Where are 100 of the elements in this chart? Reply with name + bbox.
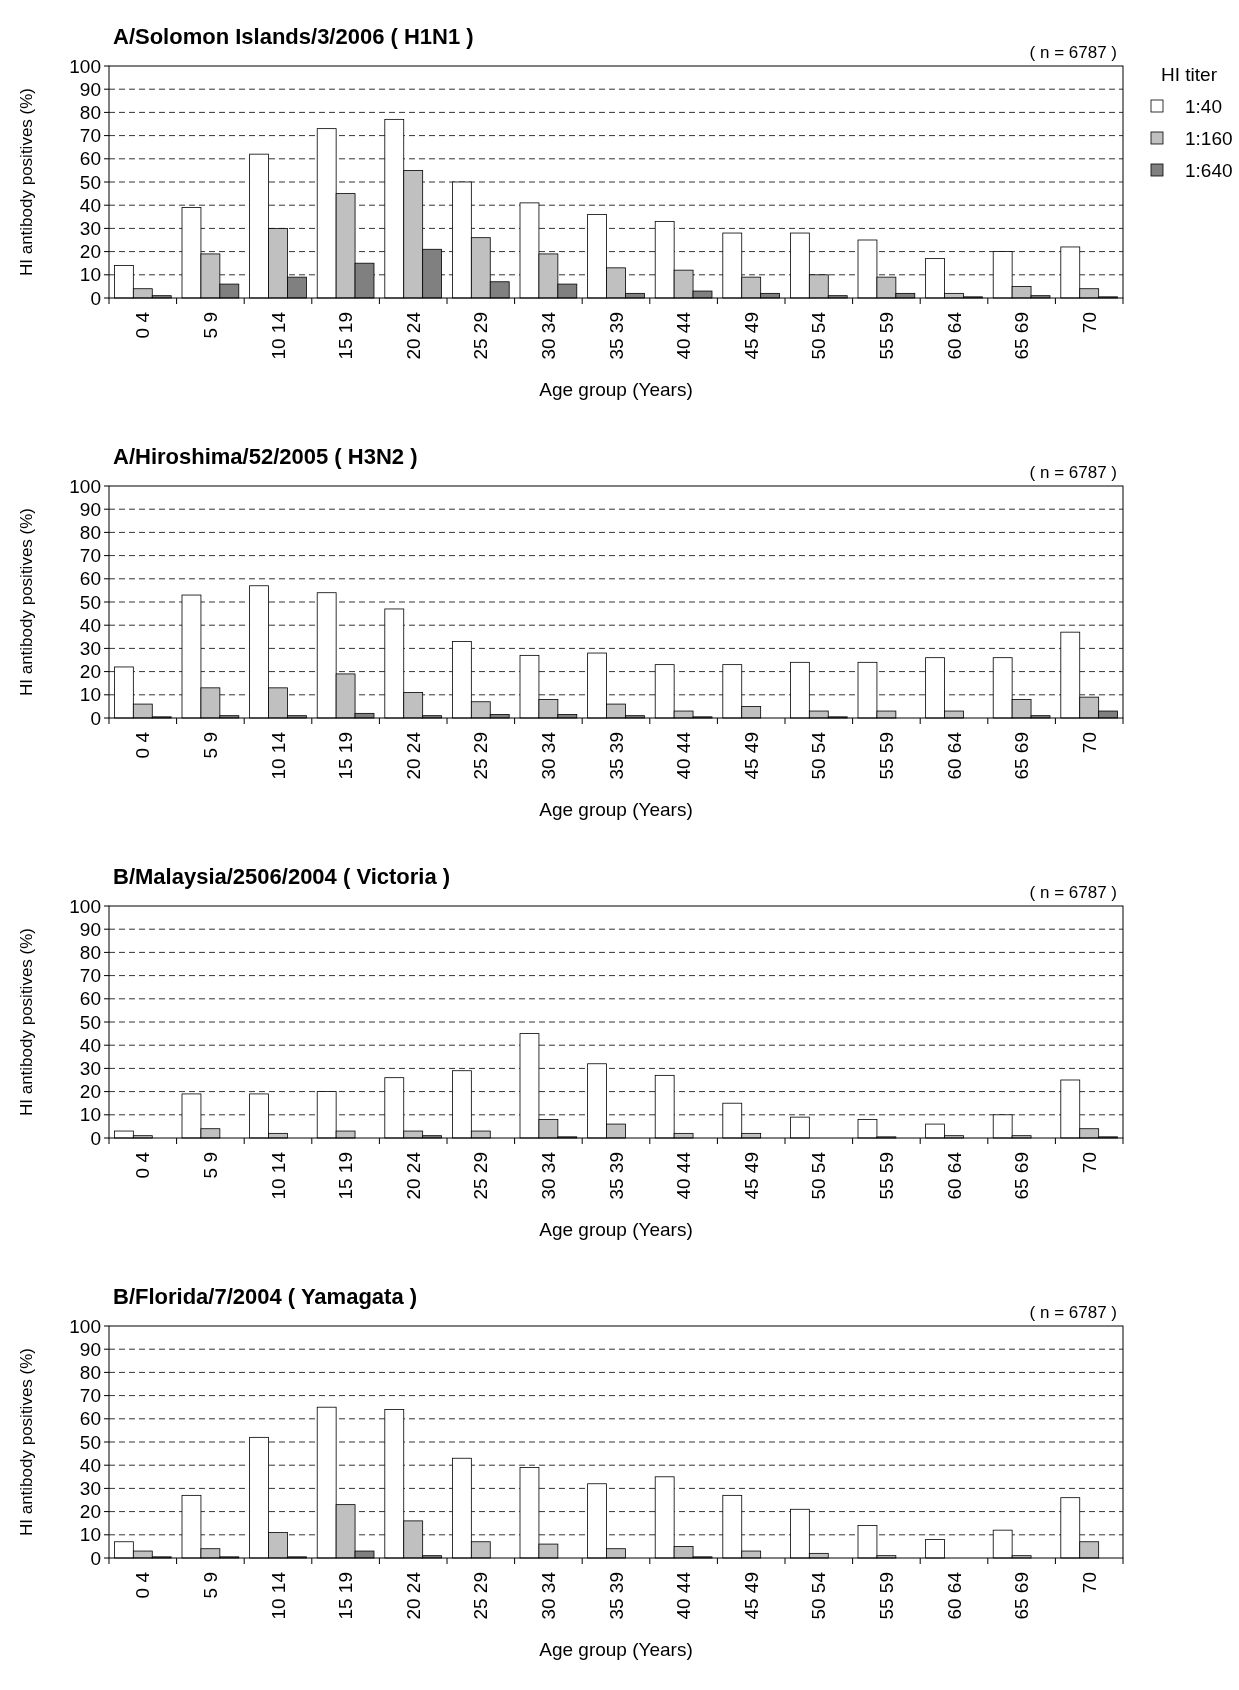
- x-tick-label: 35 39: [605, 1572, 627, 1620]
- y-axis-title: HI antibody positives (%): [17, 927, 36, 1117]
- x-axis-title: Age group (Years): [539, 1639, 693, 1660]
- x-tick-label: 65 69: [1011, 732, 1033, 780]
- x-tick-label: 30 34: [538, 1151, 560, 1200]
- x-tick-label: 30 34: [538, 311, 560, 360]
- y-axis-title: HI antibody positives (%): [17, 1347, 36, 1537]
- x-tick-label: 5 9: [200, 1572, 222, 1599]
- y-tick-label: 10: [79, 1524, 101, 1546]
- x-tick-label: 35 39: [605, 312, 627, 360]
- x-tick-label: 10 14: [267, 311, 289, 360]
- x-tick-label: 25 29: [470, 312, 492, 360]
- y-tick-label: 100: [69, 1315, 101, 1337]
- x-tick-label: 0 4: [132, 1151, 154, 1179]
- chart-title: A/Hiroshima/52/2005 ( H3N2 ): [113, 444, 418, 469]
- x-tick-label: 40 44: [673, 1571, 695, 1620]
- text: ( n = 6787 ): [1029, 883, 1117, 902]
- x-tick-label: 15 19: [335, 1152, 357, 1200]
- y-tick-label: 10: [79, 1104, 101, 1126]
- x-tick-label: 45 49: [740, 732, 762, 780]
- text: ( n = 6787 ): [1029, 43, 1117, 62]
- x-tick-label: 20 24: [402, 731, 424, 780]
- x-tick-label: 45 49: [740, 312, 762, 360]
- x-tick-label: 5 9: [200, 732, 222, 759]
- y-tick-label: 60: [79, 148, 101, 170]
- y-tick-label: 0: [90, 1547, 101, 1569]
- x-tick-label: 0 4: [132, 1571, 154, 1599]
- x-tick-label: 60 64: [943, 731, 965, 780]
- y-tick-label: 20: [79, 661, 101, 683]
- y-tick-label: 90: [79, 498, 101, 520]
- x-tick-label: 15 19: [335, 732, 357, 780]
- x-tick-label: 40 44: [673, 1151, 695, 1200]
- x-tick-label: 55 59: [876, 1152, 898, 1200]
- x-tick-label: 20 24: [402, 311, 424, 360]
- y-tick-label: 60: [79, 568, 101, 590]
- x-tick-label: 60 64: [943, 1151, 965, 1200]
- x-tick-label: 70: [1078, 1152, 1100, 1174]
- x-tick-label: 55 59: [876, 1572, 898, 1620]
- y-tick-label: 40: [79, 1034, 101, 1056]
- y-tick-label: 50: [79, 171, 101, 193]
- y-tick-label: 30: [79, 638, 101, 660]
- x-tick-label: 15 19: [335, 1572, 357, 1620]
- chart-title: B/Malaysia/2506/2004 ( Victoria ): [113, 864, 451, 889]
- y-tick-label: 70: [79, 125, 101, 147]
- x-tick-label: 35 39: [605, 732, 627, 780]
- y-tick-label: 100: [69, 55, 101, 77]
- y-tick-label: 80: [79, 102, 101, 124]
- y-tick-label: 70: [79, 965, 101, 987]
- x-tick-label: 45 49: [740, 1152, 762, 1200]
- legend-label: 1:640: [1185, 159, 1233, 181]
- x-tick-label: 65 69: [1011, 312, 1033, 360]
- x-tick-label: 50 54: [808, 1151, 830, 1200]
- y-tick-label: 90: [79, 78, 101, 100]
- x-tick-label: 10 14: [267, 1571, 289, 1620]
- x-tick-label: 50 54: [808, 731, 830, 780]
- x-tick-label: 65 69: [1011, 1152, 1033, 1200]
- y-tick-label: 40: [79, 1454, 101, 1476]
- x-tick-label: 5 9: [200, 312, 222, 339]
- x-tick-label: 15 19: [335, 312, 357, 360]
- y-tick-label: 60: [79, 1408, 101, 1430]
- x-tick-label: 60 64: [943, 311, 965, 360]
- y-tick-label: 50: [79, 1431, 101, 1453]
- x-tick-label: 30 34: [538, 1571, 560, 1620]
- x-tick-label: 25 29: [470, 1152, 492, 1200]
- y-tick-label: 70: [79, 1385, 101, 1407]
- y-tick-label: 30: [79, 1478, 101, 1500]
- y-tick-label: 30: [79, 218, 101, 240]
- text: ( n = 6787 ): [1029, 1303, 1117, 1322]
- x-tick-label: 25 29: [470, 732, 492, 780]
- legend-label: 1:40: [1185, 95, 1222, 117]
- x-tick-label: 60 64: [943, 1571, 965, 1620]
- x-tick-label: 10 14: [267, 731, 289, 780]
- y-tick-label: 70: [79, 545, 101, 567]
- x-tick-label: 45 49: [740, 1572, 762, 1620]
- y-axis-title: HI antibody positives (%): [17, 87, 36, 277]
- x-tick-label: 25 29: [470, 1572, 492, 1620]
- y-tick-label: 0: [90, 707, 101, 729]
- y-tick-label: 0: [90, 1127, 101, 1149]
- x-tick-label: 50 54: [808, 1571, 830, 1620]
- x-tick-label: 55 59: [876, 312, 898, 360]
- y-tick-label: 20: [79, 1081, 101, 1103]
- x-tick-label: 20 24: [402, 1571, 424, 1620]
- y-tick-label: 90: [79, 1338, 101, 1360]
- y-tick-label: 40: [79, 194, 101, 216]
- x-tick-label: 0 4: [132, 311, 154, 339]
- x-tick-label: 50 54: [808, 311, 830, 360]
- legend-title: HI titer: [1161, 64, 1218, 85]
- x-tick-label: 0 4: [132, 731, 154, 759]
- y-tick-label: 80: [79, 942, 101, 964]
- x-tick-label: 70: [1078, 1572, 1100, 1594]
- y-tick-label: 60: [79, 988, 101, 1010]
- x-axis-title: Age group (Years): [539, 379, 693, 400]
- text: ( n = 6787 ): [1029, 463, 1117, 482]
- y-tick-label: 10: [79, 264, 101, 286]
- y-tick-label: 30: [79, 1058, 101, 1080]
- x-tick-label: 35 39: [605, 1152, 627, 1200]
- y-tick-label: 80: [79, 1362, 101, 1384]
- x-tick-label: 40 44: [673, 311, 695, 360]
- x-tick-label: 20 24: [402, 1151, 424, 1200]
- y-tick-label: 20: [79, 1501, 101, 1523]
